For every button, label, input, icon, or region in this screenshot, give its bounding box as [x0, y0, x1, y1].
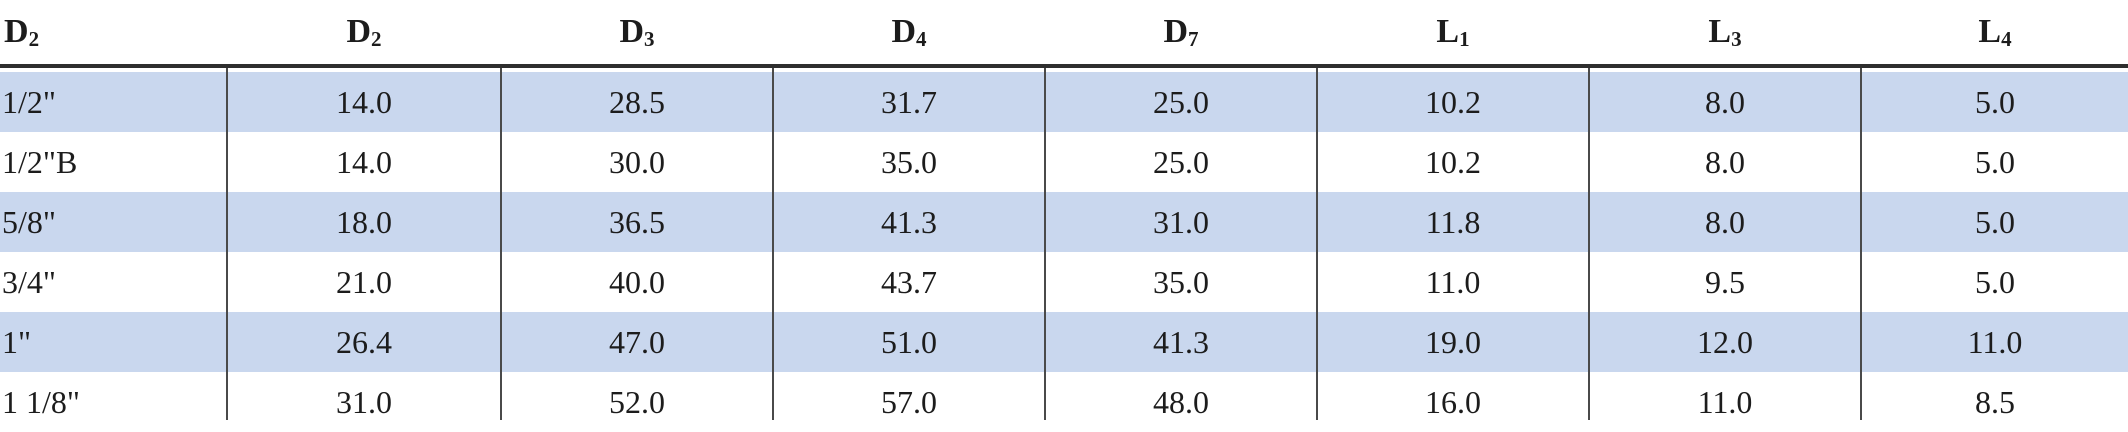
table-cell: 10.2 [1425, 84, 1481, 120]
table-cell: 36.5 [609, 204, 665, 240]
table-cell: 57.0 [881, 384, 937, 420]
table-cell: 41.3 [1153, 324, 1209, 360]
column-divider [500, 68, 502, 420]
table-cell: 48.0 [1153, 384, 1209, 420]
table-cell: 11.0 [1425, 264, 1481, 300]
table-header: D2 D2 D3 D4 D7 L1 L3 L4 [0, 0, 2128, 68]
table-cell: 11.0 [1697, 384, 1753, 420]
table-cell: 5.0 [1975, 84, 2015, 120]
column-divider [1044, 68, 1046, 420]
table-cell: 1 1/8" [2, 384, 80, 420]
header-col-7: L3 [1708, 13, 1742, 51]
table-cell: 31.7 [881, 84, 937, 120]
header-col-4: D4 [891, 13, 927, 51]
table-cell: 8.0 [1705, 144, 1745, 180]
table-cell: 5.0 [1975, 204, 2015, 240]
table-row: 1/2" 14.0 28.5 31.7 25.0 10.2 8.0 5.0 [0, 72, 2128, 132]
table-cell: 16.0 [1425, 384, 1481, 420]
table-cell: 28.5 [609, 84, 665, 120]
table-cell: 52.0 [609, 384, 665, 420]
table-cell: 9.5 [1705, 264, 1745, 300]
table-cell: 5.0 [1975, 144, 2015, 180]
table-cell: 11.0 [1967, 324, 2023, 360]
table-cell: 21.0 [336, 264, 392, 300]
table-cell: 5/8" [2, 204, 56, 240]
table-cell: 35.0 [1153, 264, 1209, 300]
table-cell: 8.0 [1705, 204, 1745, 240]
header-col-8: L4 [1978, 13, 2012, 51]
table-cell: 14.0 [336, 144, 392, 180]
table-cell: 5.0 [1975, 264, 2015, 300]
table-cell: 1/2"B [2, 144, 78, 180]
table-cell: 1" [2, 324, 32, 360]
column-divider [226, 68, 228, 420]
table-cell: 47.0 [609, 324, 665, 360]
header-col-3: D3 [619, 13, 655, 51]
table-cell: 51.0 [881, 324, 937, 360]
column-divider [1316, 68, 1318, 420]
table-cell: 14.0 [336, 84, 392, 120]
header-col-5: D7 [1163, 13, 1199, 51]
table-row: 3/4" 21.0 40.0 43.7 35.0 11.0 9.5 5.0 [0, 252, 2128, 312]
table-cell: 25.0 [1153, 144, 1209, 180]
table-cell: 25.0 [1153, 84, 1209, 120]
table-row: 1" 26.4 47.0 51.0 41.3 19.0 12.0 11.0 [0, 312, 2128, 372]
table-cell: 11.8 [1425, 204, 1481, 240]
table-cell: 41.3 [881, 204, 937, 240]
table-cell: 10.2 [1425, 144, 1481, 180]
table-cell: 31.0 [336, 384, 392, 420]
table-row: 1/2"B 14.0 30.0 35.0 25.0 10.2 8.0 5.0 [0, 132, 2128, 192]
table-cell: 19.0 [1425, 324, 1481, 360]
table-row: 1 1/8" 31.0 52.0 57.0 48.0 16.0 11.0 8.5 [0, 372, 2128, 432]
table-cell: 35.0 [881, 144, 937, 180]
table-cell: 26.4 [336, 324, 392, 360]
table-cell: 43.7 [881, 264, 937, 300]
table-cell: 3/4" [2, 264, 56, 300]
table-cell: 30.0 [609, 144, 665, 180]
table-cell: 40.0 [609, 264, 665, 300]
header-col-6: L1 [1436, 13, 1470, 51]
table-cell: 1/2" [2, 84, 56, 120]
table-cell: 31.0 [1153, 204, 1209, 240]
table-cell: 12.0 [1697, 324, 1753, 360]
table-cell: 8.5 [1975, 384, 2015, 420]
column-divider [1588, 68, 1590, 420]
table-row: 5/8" 18.0 36.5 41.3 31.0 11.8 8.0 5.0 [0, 192, 2128, 252]
table-cell: 8.0 [1705, 84, 1745, 120]
column-divider [1860, 68, 1862, 420]
table-cell: 18.0 [336, 204, 392, 240]
column-divider [772, 68, 774, 420]
header-col-2: D2 [346, 13, 382, 51]
header-col-1: D2 [4, 13, 40, 51]
